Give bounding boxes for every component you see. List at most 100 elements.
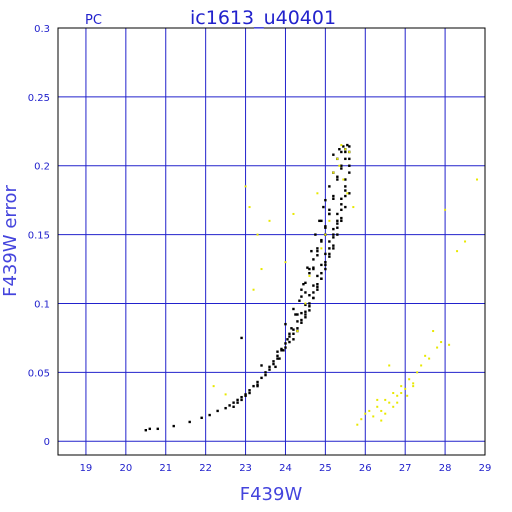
data-point-black [338, 148, 341, 151]
y-tick-label: 0.1 [34, 299, 50, 310]
data-point-yellow [384, 412, 387, 415]
plot-frame [57, 27, 486, 456]
x-tick-label: 26 [359, 463, 372, 474]
data-point-yellow [320, 247, 323, 250]
data-point-black [336, 226, 339, 229]
data-point-black [332, 227, 335, 231]
data-point-black [308, 271, 311, 275]
data-point-yellow [400, 385, 403, 388]
data-point-black [312, 296, 315, 300]
data-point-black [296, 313, 299, 316]
data-point-black [276, 350, 279, 353]
data-point-black [280, 349, 283, 352]
data-point-black [336, 175, 339, 178]
data-point-yellow [396, 394, 399, 397]
data-point-black [278, 357, 281, 360]
data-point-black [340, 208, 343, 212]
data-point-black [264, 373, 267, 377]
data-point-black [312, 291, 315, 294]
data-point-black [312, 267, 315, 271]
data-point-black [344, 205, 347, 209]
data-point-black [200, 416, 203, 420]
data-point-black [324, 263, 327, 267]
data-point-black [340, 197, 343, 200]
data-point-black [256, 384, 259, 388]
data-point-black [324, 267, 327, 271]
data-point-yellow [400, 392, 403, 395]
y-tick-label: 0.15 [28, 231, 50, 242]
data-point-yellow [292, 212, 295, 215]
data-point-black [344, 185, 347, 188]
data-point-yellow [256, 233, 259, 236]
data-point-black [344, 150, 347, 154]
data-point-black [284, 342, 287, 345]
data-point-yellow [380, 419, 383, 422]
data-point-black [328, 252, 331, 256]
data-point-black [332, 197, 335, 200]
data-point-yellow [376, 398, 379, 401]
data-point-yellow [384, 398, 387, 401]
data-point-yellow [412, 382, 415, 385]
data-point-black [300, 288, 303, 291]
data-point-yellow [308, 274, 311, 277]
data-point-black [172, 424, 175, 428]
data-point-black [340, 150, 343, 154]
data-point-yellow [436, 346, 439, 349]
data-point-yellow [424, 354, 427, 357]
data-point-black [208, 413, 211, 417]
data-point-black [344, 157, 347, 161]
data-point-yellow [342, 178, 345, 181]
data-point-black [290, 327, 293, 330]
data-point-black [324, 260, 327, 264]
data-point-black [346, 143, 349, 147]
data-point-black [288, 340, 291, 344]
data-point-yellow [364, 412, 367, 415]
data-point-black [264, 371, 267, 374]
data-point-black [296, 320, 299, 323]
y-axis-label: F439W error [0, 185, 21, 297]
data-point-yellow [392, 405, 395, 408]
data-point-black [328, 208, 331, 212]
data-point-black [276, 357, 279, 360]
data-point-yellow [260, 268, 263, 271]
data-point-black [248, 389, 251, 392]
data-point-black [316, 249, 319, 253]
data-point-black [324, 225, 327, 228]
data-point-black [240, 336, 243, 340]
data-point-black [348, 145, 351, 148]
data-point-yellow [348, 150, 351, 153]
data-point-black [272, 360, 275, 363]
data-point-yellow [428, 357, 431, 360]
data-point-black [348, 157, 351, 161]
data-point-black [296, 327, 299, 330]
tick-labels: 19 20 21 22 23 24 25 26 27 28 29 0 0.05 0.1 0.15 0.2 0.2… [28, 24, 492, 474]
x-tick-label: 24 [279, 463, 292, 474]
y-tick-label: 0 [44, 437, 50, 448]
data-point-black [344, 194, 347, 198]
data-point-yellow [476, 178, 479, 181]
data-point-black [348, 171, 351, 174]
data-point-black [244, 393, 247, 396]
grid-lines [58, 28, 485, 455]
data-point-black [156, 427, 159, 431]
data-point-black [288, 332, 291, 335]
data-point-black [144, 429, 147, 432]
data-point-yellow [212, 385, 215, 388]
data-point-black [288, 335, 291, 338]
data-point-black [308, 267, 311, 271]
data-point-black [284, 346, 287, 349]
data-point-black [276, 354, 279, 358]
data-point-black [240, 395, 243, 399]
data-point-black [148, 427, 151, 431]
data-point-black [348, 164, 351, 167]
data-point-yellow [404, 387, 407, 390]
data-point-yellow [328, 219, 331, 222]
data-point-black [260, 364, 263, 367]
chart-subtitle: PC [85, 13, 102, 28]
data-point-black [316, 283, 319, 286]
data-point-black [316, 247, 319, 250]
data-point-black [336, 222, 339, 225]
data-point-black [320, 277, 323, 280]
data-point-black [304, 313, 307, 316]
data-point-black [308, 305, 311, 308]
